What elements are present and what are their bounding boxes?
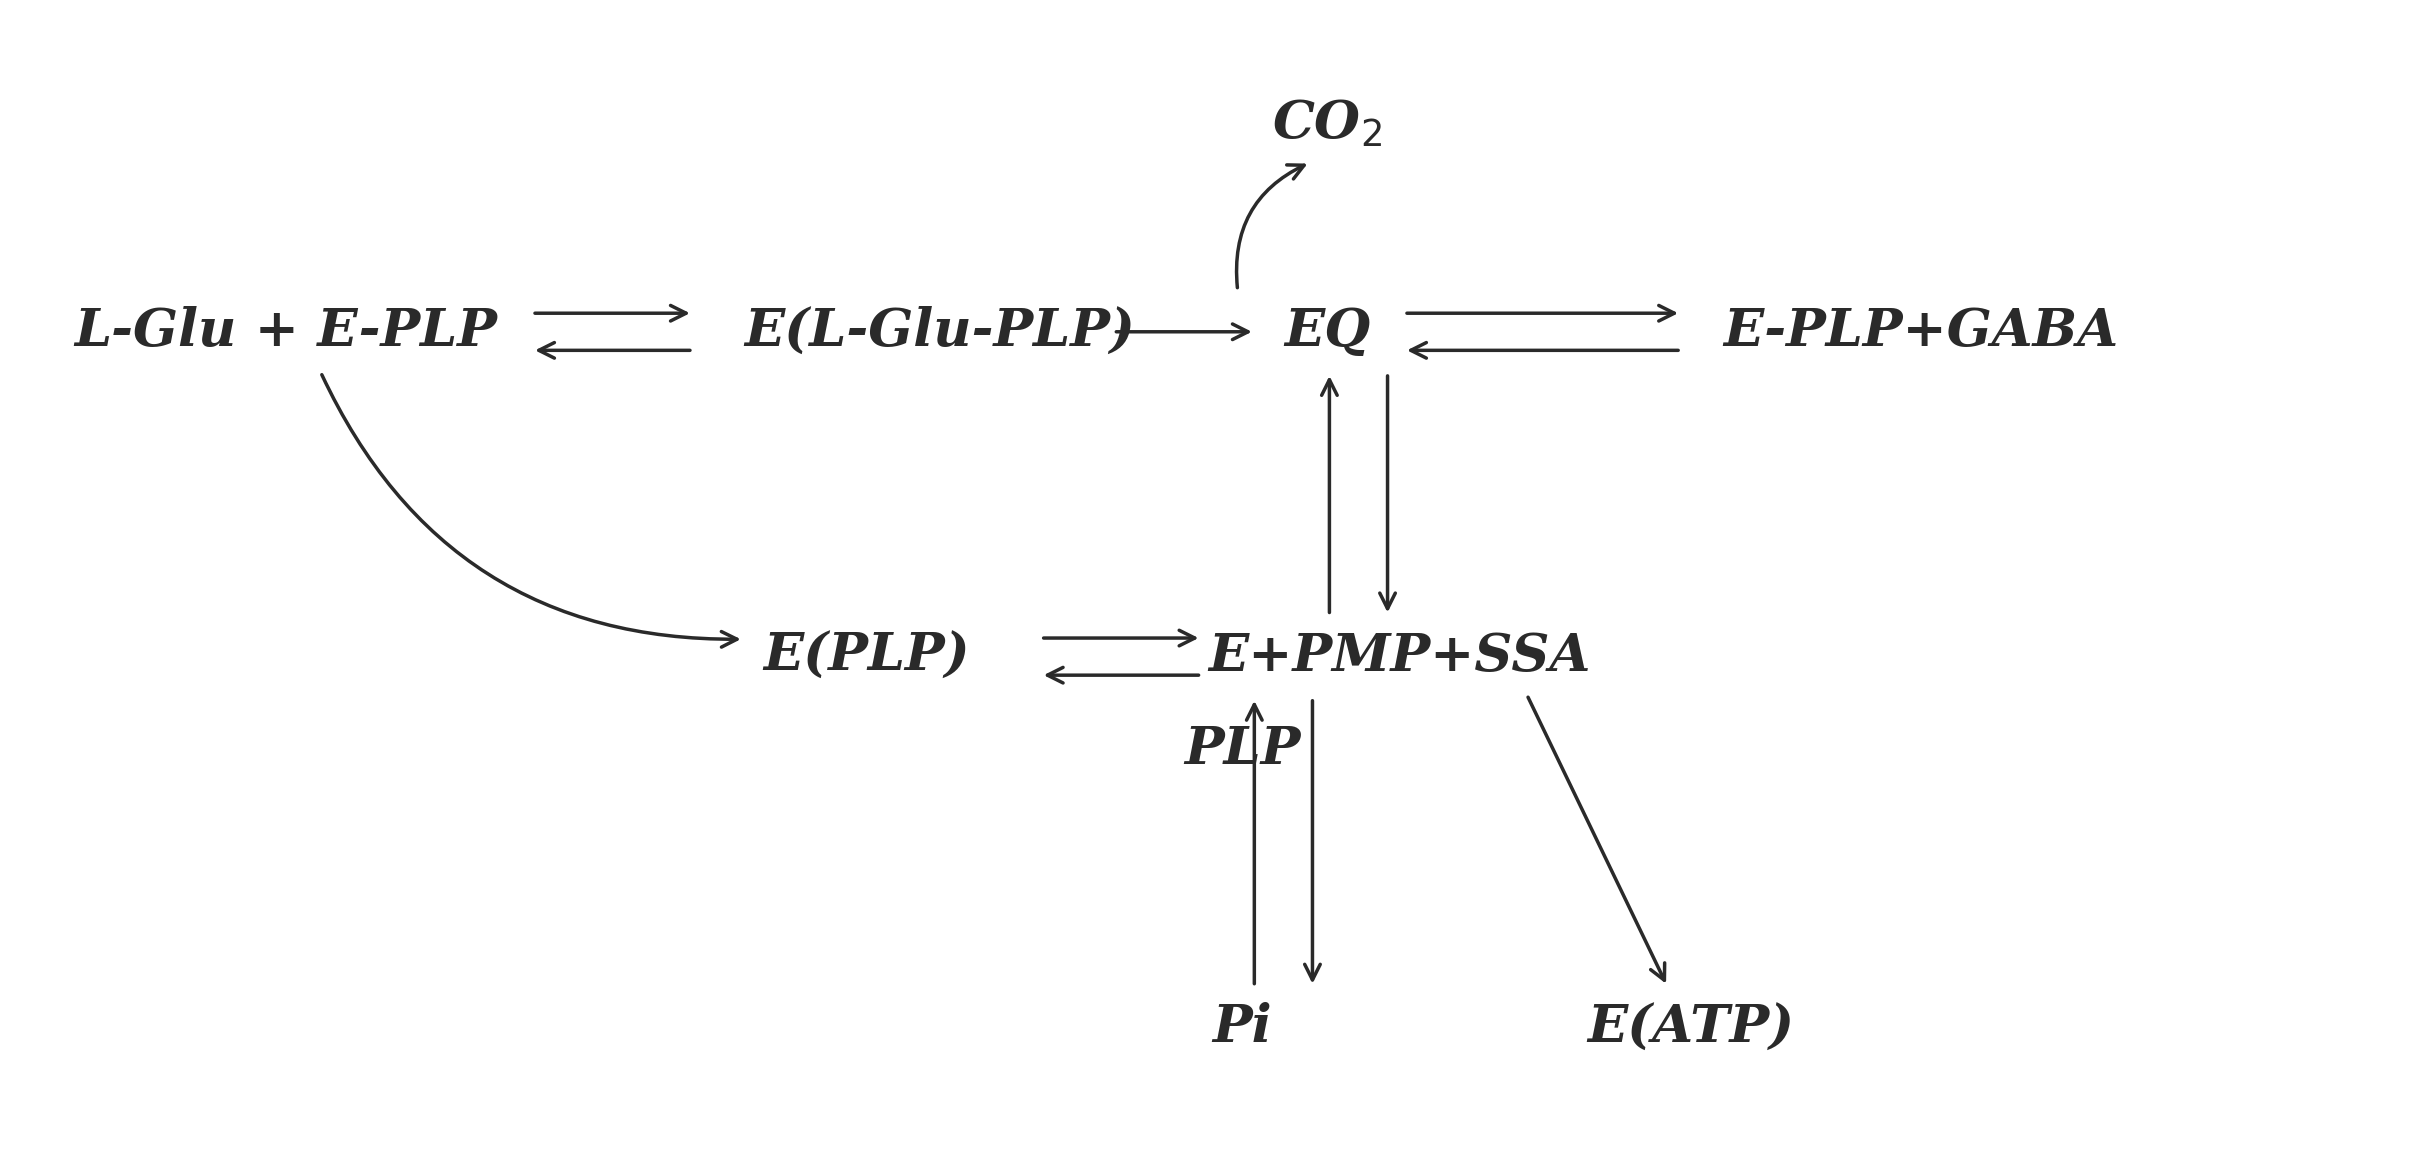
Text: PLP: PLP	[1184, 724, 1301, 775]
Text: E(PLP): E(PLP)	[762, 632, 970, 682]
Text: E(L-Glu-PLP): E(L-Glu-PLP)	[743, 306, 1135, 357]
Text: E(ATP): E(ATP)	[1586, 1003, 1793, 1053]
Text: CO$_2$: CO$_2$	[1272, 97, 1381, 149]
Text: E-PLP+GABA: E-PLP+GABA	[1722, 306, 2117, 357]
Text: L-Glu + E-PLP: L-Glu + E-PLP	[73, 306, 497, 357]
Text: E+PMP+SSA: E+PMP+SSA	[1208, 632, 1591, 682]
Text: Pi: Pi	[1213, 1003, 1272, 1053]
Text: EQ: EQ	[1284, 306, 1369, 357]
